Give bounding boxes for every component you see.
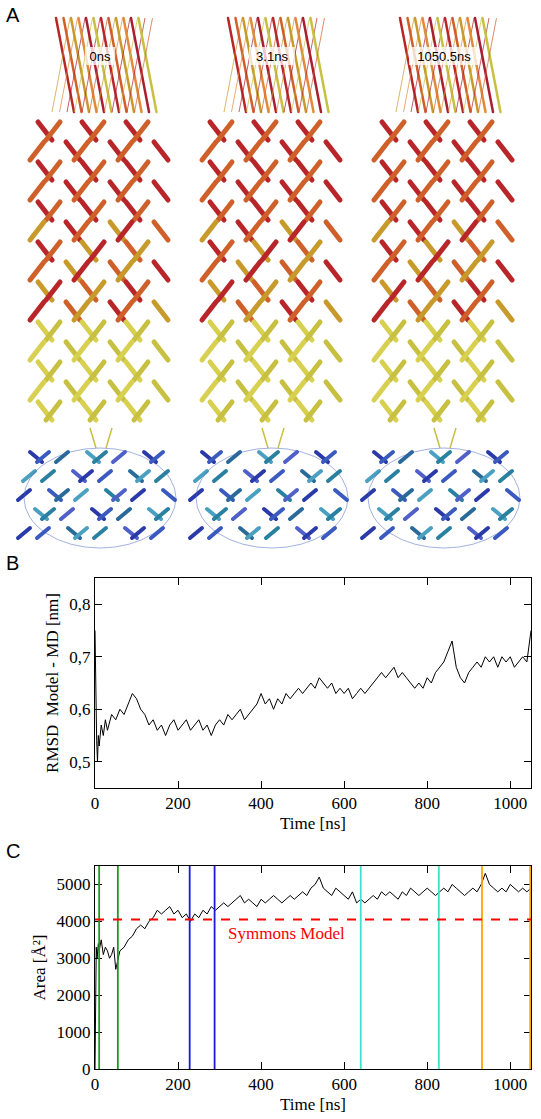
svg-text:0,8: 0,8 (69, 595, 90, 614)
svg-text:5000: 5000 (57, 875, 91, 894)
svg-text:1000: 1000 (57, 1023, 91, 1042)
svg-text:0,5: 0,5 (69, 753, 90, 772)
svg-text:600: 600 (331, 794, 357, 813)
svg-text:0ns: 0ns (90, 49, 111, 64)
svg-text:0: 0 (91, 794, 100, 813)
svg-text:400: 400 (248, 1075, 274, 1094)
svg-text:200: 200 (165, 1075, 191, 1094)
svg-text:Time [ns]: Time [ns] (280, 1095, 346, 1114)
svg-text:400: 400 (248, 794, 274, 813)
svg-text:Time [ns]: Time [ns] (280, 814, 346, 833)
svg-text:3.1ns: 3.1ns (256, 49, 288, 64)
svg-text:1000: 1000 (493, 1075, 527, 1094)
svg-text:0: 0 (82, 1060, 91, 1079)
svg-text:C: C (6, 840, 20, 862)
svg-text:1050.5ns: 1050.5ns (417, 49, 471, 64)
svg-text:2000: 2000 (57, 986, 91, 1005)
svg-text:B: B (6, 552, 19, 574)
svg-text:A: A (6, 4, 20, 26)
svg-text:0: 0 (91, 1075, 100, 1094)
svg-text:800: 800 (414, 1075, 440, 1094)
svg-text:200: 200 (165, 794, 191, 813)
svg-text:Symmons Model: Symmons Model (228, 924, 345, 943)
svg-text:RMSD Model - MD [nm]: RMSD Model - MD [nm] (43, 593, 62, 773)
svg-text:Area [Å²]: Area [Å²] (30, 935, 49, 1001)
svg-text:800: 800 (414, 794, 440, 813)
svg-text:3000: 3000 (57, 949, 91, 968)
svg-text:1000: 1000 (493, 794, 527, 813)
svg-text:600: 600 (331, 1075, 357, 1094)
svg-text:0,6: 0,6 (69, 700, 90, 719)
svg-text:4000: 4000 (57, 912, 91, 931)
svg-text:0,7: 0,7 (69, 648, 91, 667)
